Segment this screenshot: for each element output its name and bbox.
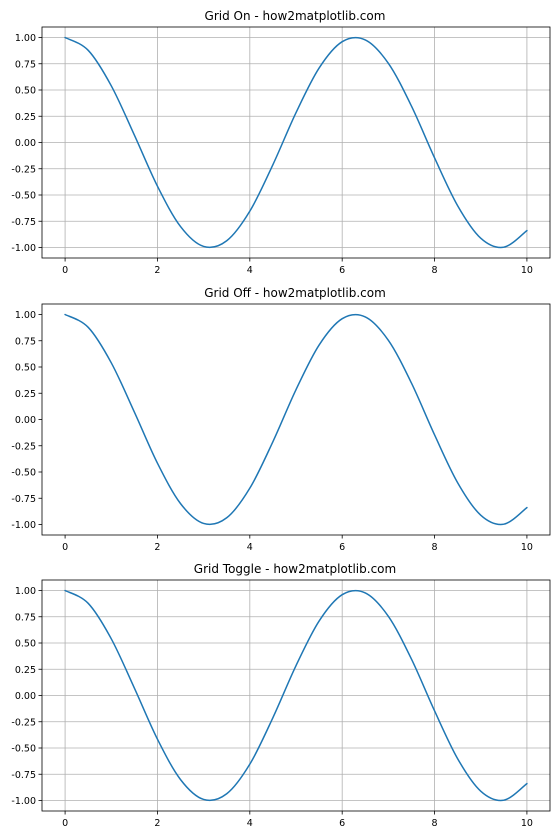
y-tick-label: -0.50: [11, 744, 36, 755]
chart-title: Grid Toggle - how2matplotlib.com: [194, 562, 396, 576]
y-tick-label: -0.25: [11, 717, 36, 728]
x-tick-label: 10: [521, 265, 533, 276]
y-tick-label: -0.75: [11, 770, 36, 781]
y-axis-ticks: 1.00 0.75 0.50 0.25 0.00 -0.25 -0.50 -0.75 -1.00: [11, 586, 42, 807]
series-line: [64, 589, 528, 802]
series-line: [64, 36, 528, 249]
x-tick-label: 10: [521, 542, 533, 553]
y-tick-label: -0.50: [11, 468, 36, 479]
x-tick-label: 4: [247, 542, 253, 553]
y-axis-ticks: 1.00 0.75 0.50 0.25 0.00 -0.25 -0.50 -0.75 -1.00: [11, 310, 42, 531]
y-tick-label: 1.00: [15, 33, 36, 44]
y-tick-label: -1.00: [11, 520, 36, 531]
axes-frame: [41, 303, 551, 536]
x-tick-label: 0: [62, 818, 68, 829]
axes-frame: [41, 579, 551, 812]
x-tick-label: 4: [247, 265, 253, 276]
series-line: [64, 313, 528, 526]
y-tick-label: 0.25: [15, 665, 36, 676]
x-tick-label: 10: [521, 818, 533, 829]
y-tick-label: 0.25: [15, 389, 36, 400]
x-axis-ticks: 0 2 4 6 8 10: [62, 535, 533, 553]
y-tick-label: 0.50: [15, 86, 36, 97]
chart-title: Grid Off - how2matplotlib.com: [204, 286, 386, 300]
subplot-grid-off: Grid Off - how2matplotlib.com 0 2 4 6 8 10 1.…: [11, 286, 551, 553]
subplot-grid-on: Grid On - how2matplotlib.com 0 2 4 6 8 10 1.0…: [11, 9, 551, 276]
x-tick-label: 2: [154, 265, 160, 276]
y-tick-label: 0.75: [15, 59, 36, 70]
y-tick-label: -0.75: [11, 494, 36, 505]
subplot-grid-toggle: Grid Toggle - how2matplotlib.com 0 2 4 6 8 10…: [11, 562, 551, 829]
grid-layer: [42, 580, 550, 811]
y-tick-label: -1.00: [11, 796, 36, 807]
x-tick-label: 0: [62, 542, 68, 553]
x-tick-label: 6: [339, 542, 345, 553]
grid-layer: [42, 27, 550, 258]
y-axis-ticks: 1.00 0.75 0.50 0.25 0.00 -0.25 -0.50 -0.75 -1.00: [11, 33, 42, 254]
y-tick-label: 0.75: [15, 612, 36, 623]
y-tick-label: 0.75: [15, 336, 36, 347]
x-tick-label: 6: [339, 818, 345, 829]
y-tick-label: 0.00: [15, 691, 36, 702]
axes-frame: [41, 26, 551, 259]
y-tick-label: -0.50: [11, 191, 36, 202]
x-tick-label: 8: [432, 265, 438, 276]
x-axis-ticks: 0 2 4 6 8 10: [62, 258, 533, 276]
x-tick-label: 0: [62, 265, 68, 276]
y-tick-label: 0.00: [15, 138, 36, 149]
x-tick-label: 8: [432, 818, 438, 829]
y-tick-label: -0.75: [11, 217, 36, 228]
y-tick-label: -0.25: [11, 164, 36, 175]
y-tick-label: 0.50: [15, 363, 36, 374]
x-tick-label: 8: [432, 542, 438, 553]
y-tick-label: 0.50: [15, 639, 36, 650]
y-tick-label: 0.25: [15, 112, 36, 123]
y-tick-label: 1.00: [15, 586, 36, 597]
x-tick-label: 4: [247, 818, 253, 829]
chart-title: Grid On - how2matplotlib.com: [205, 9, 386, 23]
y-tick-label: 1.00: [15, 310, 36, 321]
x-tick-label: 2: [154, 818, 160, 829]
y-tick-label: 0.00: [15, 415, 36, 426]
x-tick-label: 6: [339, 265, 345, 276]
y-tick-label: -0.25: [11, 441, 36, 452]
x-tick-label: 2: [154, 542, 160, 553]
x-axis-ticks: 0 2 4 6 8 10: [62, 811, 533, 829]
y-tick-label: -1.00: [11, 243, 36, 254]
